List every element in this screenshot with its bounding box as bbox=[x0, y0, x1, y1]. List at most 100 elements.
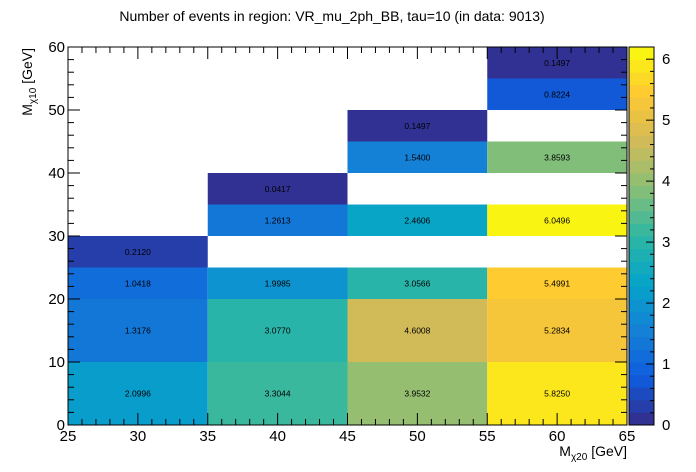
colorbar-band bbox=[629, 122, 654, 136]
colorbar-band bbox=[629, 236, 654, 250]
cell-value-label: 1.9985 bbox=[265, 278, 291, 288]
cell-value-label: 5.8250 bbox=[544, 389, 570, 399]
y-tick-label: 20 bbox=[48, 291, 65, 308]
colorbar-band bbox=[629, 311, 654, 325]
colorbar-band bbox=[629, 374, 654, 388]
heatmap-cell bbox=[487, 78, 627, 110]
colorbar-tick-label: 1 bbox=[662, 356, 670, 373]
y-axis-title-main: M bbox=[19, 104, 35, 116]
colorbar-band bbox=[629, 324, 654, 338]
cell-value-label: 5.2834 bbox=[544, 326, 570, 336]
heatmap-cell bbox=[68, 299, 208, 362]
heatmap-cell bbox=[207, 299, 348, 362]
x-tick-label: 50 bbox=[409, 428, 426, 445]
colorbar-band bbox=[629, 273, 654, 287]
x-tick-label: 35 bbox=[199, 428, 216, 445]
heatmap-cell bbox=[347, 110, 488, 142]
cell-value-label: 0.1497 bbox=[544, 58, 570, 68]
colorbar-band bbox=[629, 286, 654, 300]
cell-value-label: 4.6008 bbox=[404, 326, 430, 336]
y-axis-title-subscript: χ10 bbox=[28, 87, 39, 104]
colorbar-tick-label: 4 bbox=[662, 173, 670, 190]
x-tick-label: 60 bbox=[549, 428, 566, 445]
cell-value-label: 1.3176 bbox=[125, 326, 151, 336]
heatmap-cell bbox=[347, 141, 488, 173]
colorbar-band bbox=[629, 72, 654, 86]
y-tick-label: 50 bbox=[48, 102, 65, 119]
colorbar-band bbox=[629, 248, 654, 262]
cell-value-label: 5.4991 bbox=[544, 278, 570, 288]
heatmap-cell bbox=[68, 267, 208, 299]
y-tick-label: 10 bbox=[48, 354, 65, 371]
y-tick-label: 30 bbox=[48, 228, 65, 245]
y-axis: 0 10 20 30 40 50 60 bbox=[48, 39, 627, 434]
colorbar-band bbox=[629, 59, 654, 73]
y-tick-label: 40 bbox=[48, 165, 65, 182]
colorbar-band bbox=[629, 387, 654, 401]
colorbar-band bbox=[629, 362, 654, 376]
heatmap-cell bbox=[347, 204, 488, 236]
color-scale-bar: 0 1 2 3 4 5 6 bbox=[628, 46, 670, 434]
x-tick-label: 55 bbox=[479, 428, 496, 445]
colorbar-band bbox=[629, 299, 654, 313]
colorbar-tick-label: 6 bbox=[662, 51, 670, 68]
colorbar-band bbox=[629, 349, 654, 363]
cell-value-label: 2.4606 bbox=[404, 215, 430, 225]
heatmap-cell bbox=[207, 173, 348, 205]
colorbar-band bbox=[629, 412, 654, 426]
x-tick-label: 65 bbox=[619, 428, 636, 445]
cell-value-label: 6.0496 bbox=[544, 215, 570, 225]
colorbar-band bbox=[629, 210, 654, 224]
x-tick-label: 30 bbox=[130, 428, 147, 445]
colorbar-band bbox=[629, 147, 654, 161]
cell-value-label: 3.3044 bbox=[265, 389, 291, 399]
heatmap-cell bbox=[207, 204, 348, 236]
heatmap-cell bbox=[487, 267, 627, 299]
heatmap-cells: 2.0996 1.3176 1.0418 0.2120 3.3044 3.0770 1.99… bbox=[68, 47, 627, 425]
x-tick-label: 40 bbox=[269, 428, 286, 445]
colorbar-band bbox=[629, 336, 654, 350]
heatmap-cell bbox=[347, 299, 488, 362]
colorbar-tick-label: 2 bbox=[662, 295, 670, 312]
colorbar-tick-label: 3 bbox=[662, 234, 670, 251]
colorbar-band bbox=[629, 110, 654, 124]
y-axis-title-unit: [GeV] bbox=[19, 48, 35, 88]
heatmap-cell bbox=[207, 267, 348, 299]
colorbar-tick-label: 5 bbox=[662, 112, 670, 129]
colorbar-band bbox=[629, 198, 654, 212]
x-tick-label: 25 bbox=[60, 428, 77, 445]
cell-value-label: 3.0566 bbox=[404, 278, 430, 288]
x-axis-title-unit: [GeV] bbox=[587, 443, 627, 459]
heatmap-cell bbox=[487, 204, 627, 236]
colorbar-band bbox=[629, 97, 654, 111]
cell-value-label: 2.0996 bbox=[125, 389, 151, 399]
y-tick-label: 0 bbox=[57, 417, 65, 434]
cell-value-label: 3.8593 bbox=[544, 152, 570, 162]
cell-value-label: 0.2120 bbox=[125, 247, 151, 257]
colorbar-band bbox=[629, 173, 654, 187]
cell-value-label: 3.9532 bbox=[404, 389, 430, 399]
x-axis-title-main: M bbox=[559, 443, 571, 459]
y-axis-title: Mχ10 [GeV] bbox=[19, 48, 39, 116]
y-tick-label: 60 bbox=[48, 39, 65, 56]
colorbar-band bbox=[629, 223, 654, 237]
cell-value-label: 1.5400 bbox=[404, 152, 430, 162]
x-axis: 25 30 35 40 45 50 55 60 65 bbox=[60, 47, 636, 445]
heatmap-cell bbox=[68, 236, 208, 268]
cell-value-label: 3.0770 bbox=[265, 326, 291, 336]
colorbar-border bbox=[628, 46, 655, 426]
chart-title: Number of events in region: VR_mu_2ph_BB… bbox=[119, 8, 544, 24]
cell-value-label: 0.0417 bbox=[265, 184, 291, 194]
colorbar-band bbox=[629, 47, 654, 61]
x-axis-title-subscript: χ20 bbox=[571, 452, 588, 463]
x-axis-title: Mχ20 [GeV] bbox=[559, 443, 627, 463]
colorbar-band bbox=[629, 135, 654, 149]
colorbar-band bbox=[629, 261, 654, 275]
colorbar-band bbox=[629, 399, 654, 413]
heatmap-cell bbox=[347, 267, 488, 299]
cell-value-label: 0.1497 bbox=[404, 121, 430, 131]
colorbar-tick-label: 0 bbox=[662, 417, 670, 434]
colorbar-band bbox=[629, 84, 654, 98]
cell-value-label: 1.0418 bbox=[125, 278, 151, 288]
heatmap-cell bbox=[487, 299, 627, 362]
